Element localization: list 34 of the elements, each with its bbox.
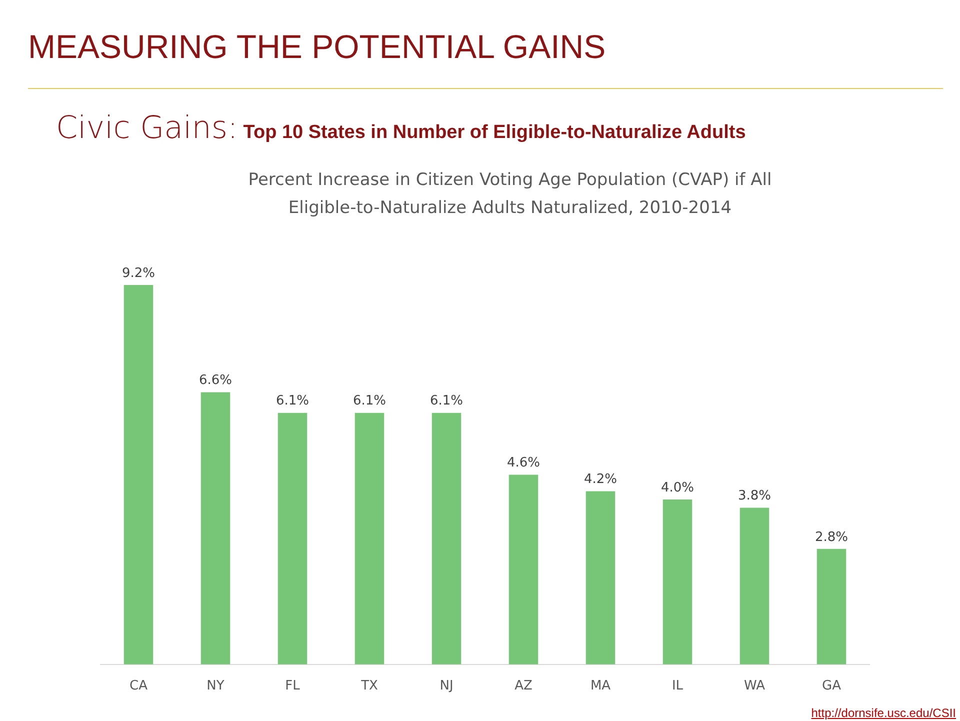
data-label: 6.1% (352, 394, 386, 409)
data-label: 4.0% (660, 480, 694, 496)
data-label: 9.2% (122, 266, 156, 281)
data-label: 2.8% (814, 530, 848, 545)
x-tick-label: IL (672, 678, 684, 694)
bar (432, 412, 462, 664)
text: Percent Increase in Citizen Voting Age Population (CVAP) if All Eligible-to-Naturalize Adults Naturalized, 2010-2014 (247, 169, 773, 220)
x-tick-label: TX (360, 678, 378, 694)
text: http://dornsife.usc.edu/CSII (811, 706, 956, 720)
data-label: 6.1% (430, 394, 464, 409)
bar (662, 499, 692, 664)
bar (740, 508, 770, 664)
bar (816, 548, 846, 664)
bar (200, 392, 230, 664)
bar (278, 412, 308, 664)
x-tick-label: FL (285, 678, 301, 694)
x-tick-label: CA (130, 678, 148, 694)
data-label: 6.6% (198, 373, 232, 388)
bar (124, 284, 154, 664)
x-tick-label: GA (822, 678, 842, 694)
bar (586, 491, 616, 664)
x-tick-label: NY (206, 678, 224, 694)
x-tick-label: AZ (514, 678, 532, 694)
x-tick-label: WA (744, 678, 766, 694)
data-label: 4.2% (584, 472, 618, 488)
x-tick-label: MA (590, 678, 611, 694)
bar (354, 412, 384, 664)
x-tick-label: NJ (440, 678, 454, 694)
chart-title: MEASURING THE POTENTIAL GAINS (28, 28, 606, 66)
data-label: 3.8% (738, 488, 772, 504)
data-label: 4.6% (506, 456, 540, 471)
data-label: 6.1% (276, 394, 310, 409)
bar (508, 474, 538, 664)
chart-subtitle: Civic Gains: Top 10 States in Number of Eligible-to-Naturalize Adults (56, 110, 746, 146)
